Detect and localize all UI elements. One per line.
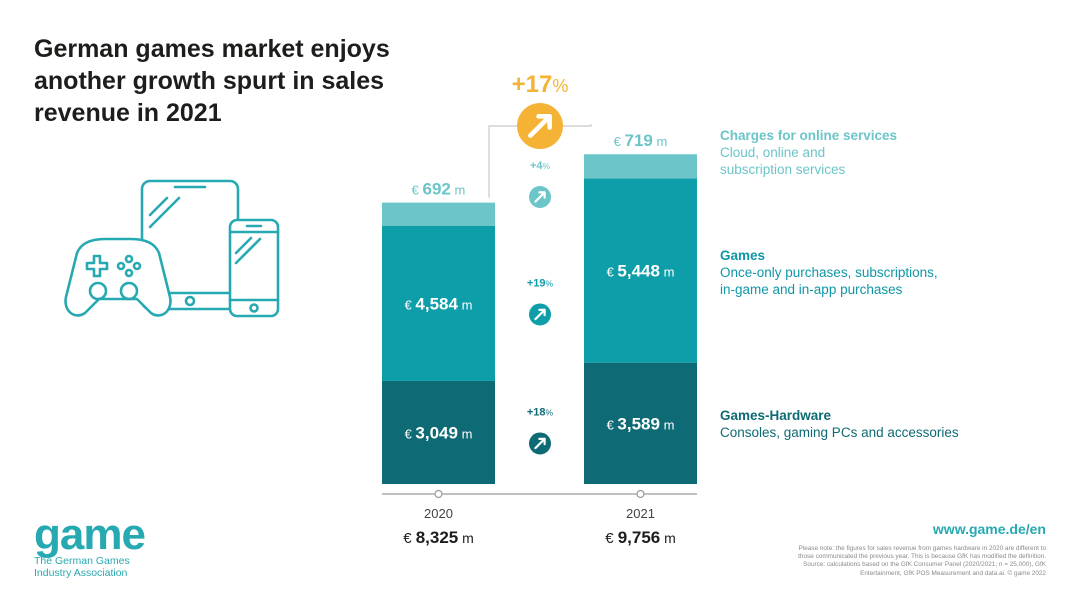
growth-arrow-icon-2-arrow <box>534 191 546 203</box>
bar-segment-2020-1 <box>382 226 495 381</box>
legend-games-head: Games <box>720 248 766 263</box>
logo-word: game <box>34 510 146 559</box>
bracket-right <box>563 124 592 127</box>
title-line-1: German games market enjoys <box>34 35 390 63</box>
bar-value-label-2021-0: € 3,589 m <box>607 414 675 433</box>
bar-segment-2020-2 <box>382 202 495 227</box>
growth-arrow-icon-1-arrowhead <box>538 308 546 317</box>
growth-arrow-icon-2-arrowhead <box>538 191 546 199</box>
bracket-left <box>488 125 517 198</box>
total-label-2021: € 9,756 m <box>605 528 676 547</box>
growth-arrow-icon-1-arrow <box>534 308 546 321</box>
game-logo: game The German Games Industry Associati… <box>34 510 174 580</box>
note-line-4: Entertainment, GfK POS Measurement and d… <box>860 569 1046 577</box>
x-tick-label-2020: 2020 <box>424 506 453 521</box>
bar-segment-2020-0 <box>382 380 495 484</box>
legend-hardware-head: Games-Hardware <box>720 408 832 423</box>
bar-segment-2021-1 <box>584 178 697 363</box>
bar-value-label-2020-2: € 692 m <box>412 180 466 199</box>
bar-segment-2021-0 <box>584 362 697 484</box>
logo-tagline-1: The German Games <box>34 555 130 567</box>
legend-games-desc-1: Once-only purchases, subscriptions, <box>720 265 938 280</box>
website-link[interactable]: www.game.de/en <box>932 521 1046 537</box>
legend-online-head: Charges for online services <box>720 128 898 143</box>
growth-arrow-icon-0-arrow <box>534 437 546 450</box>
growth-label-2: +4% <box>530 160 551 172</box>
note-line-3: Source: calculations based on the GfK Co… <box>803 561 1046 569</box>
bar-segment-2021-2 <box>584 154 697 179</box>
title-line-2: another growth spurt in sales <box>34 67 385 95</box>
devices-illustration <box>64 179 280 318</box>
note-line-1: Please note: the figures for sales reven… <box>798 545 1046 552</box>
logo-tagline-2: Industry Association <box>34 567 128 579</box>
legend-online-desc-1: Cloud, online and <box>720 145 826 160</box>
x-axis-marker-2021 <box>636 489 645 499</box>
legend-games: Games Once-only purchases, subscriptions… <box>720 247 938 298</box>
legend-hardware-desc-1: Consoles, gaming PCs and accessories <box>720 425 959 440</box>
note-line-2: those communicated the previous year. Th… <box>798 553 1046 561</box>
growth-label-0: +18% <box>527 406 554 418</box>
x-tick-label-2021: 2021 <box>626 506 655 521</box>
total-growth-label: +17% <box>512 71 569 98</box>
bar-value-label-2021-1: € 5,448 m <box>607 262 675 281</box>
bar-value-label-2020-1: € 4,584 m <box>405 294 473 313</box>
total-label-2020: € 8,325 m <box>403 528 474 547</box>
legend-hardware: Games-Hardware Consoles, gaming PCs and … <box>720 407 959 441</box>
total-growth-arrow-icon-arrowhead <box>536 114 552 130</box>
growth-arrow-icon-0-arrowhead <box>538 437 546 446</box>
legend-online: Charges for online services Cloud, onlin… <box>720 127 897 178</box>
legend-online-desc-2: subscription services <box>720 162 846 177</box>
source-note: Please note: the figures for sales reven… <box>726 545 1046 578</box>
bar-value-label-2020-0: € 3,049 m <box>405 423 473 442</box>
x-axis-marker-2020 <box>434 489 443 499</box>
page-title: German games market enjoys another growt… <box>34 33 454 129</box>
smartphone-icon <box>228 218 280 318</box>
bar-value-label-2021-2: € 719 m <box>614 131 668 150</box>
total-growth-arrow-icon-arrow <box>528 114 552 138</box>
title-line-3: revenue in 2021 <box>34 99 222 127</box>
growth-label-1: +19% <box>527 277 554 289</box>
gamepad-icon <box>64 237 172 317</box>
legend-games-desc-2: in-game and in-app purchases <box>720 282 903 297</box>
